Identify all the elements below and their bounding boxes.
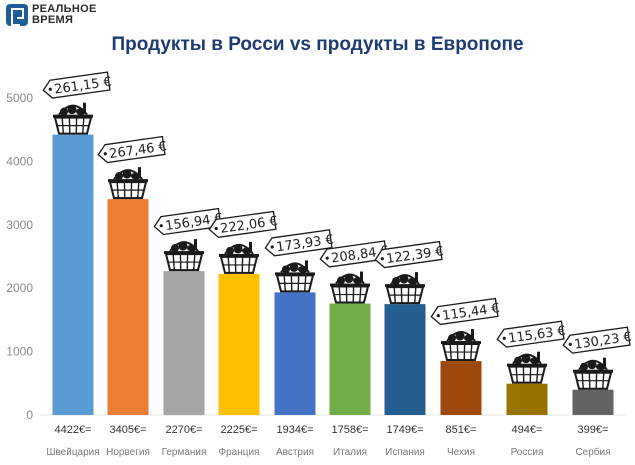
bar-value-label: 1934€= xyxy=(276,424,313,436)
bar xyxy=(440,361,482,415)
bar-value-label: 851€= xyxy=(446,424,477,436)
price-tag: 122,39 € xyxy=(374,240,445,269)
y-tick-label: 4000 xyxy=(6,154,33,168)
basket-icon xyxy=(330,271,370,304)
logo-text: РЕАЛЬНОЕ ВРЕМЯ xyxy=(32,4,97,26)
price-tag-icon xyxy=(496,320,565,348)
bar xyxy=(107,199,149,415)
basket-icon xyxy=(573,357,613,390)
bar xyxy=(572,389,614,415)
logo: РЕАЛЬНОЕ ВРЕМЯ xyxy=(6,4,97,26)
bar-value-label: 2225€= xyxy=(220,424,257,436)
price-tag-icon xyxy=(319,240,388,268)
bar-value-label: 2270€= xyxy=(165,424,202,436)
price-tag-icon xyxy=(153,207,222,236)
basket-icon xyxy=(507,351,547,384)
price-tag: 222,06 € xyxy=(208,210,279,239)
bar-value-label: 1758€= xyxy=(331,424,368,436)
basket-icon xyxy=(53,102,93,135)
basket-icon xyxy=(441,329,481,362)
bar xyxy=(506,383,548,415)
bar xyxy=(218,273,260,415)
price-tag-icon xyxy=(430,297,499,326)
x-tick-label: Россия xyxy=(511,447,544,458)
x-tick-label: Норвегия xyxy=(106,447,150,458)
bar xyxy=(329,303,371,415)
basket-icon xyxy=(275,260,315,293)
price-tag: 115,63 € xyxy=(496,320,567,348)
price-tag: 173,93 € xyxy=(264,229,335,257)
price-tag-icon xyxy=(374,240,443,269)
basket-icon xyxy=(164,239,204,272)
bar-value-label: 494€= xyxy=(512,424,543,436)
logo-icon xyxy=(6,4,28,26)
price-tag: 267,46 € xyxy=(97,135,168,164)
price-tag: 130,23 € xyxy=(562,326,633,354)
logo-line-2: ВРЕМЯ xyxy=(32,14,74,26)
price-tag: 261,15 € xyxy=(42,71,113,99)
y-tick-label: 0 xyxy=(26,408,33,422)
y-tick-label: 2000 xyxy=(6,281,33,295)
x-tick-label: Швейцария xyxy=(46,447,99,458)
bar xyxy=(163,271,205,415)
x-tick-label: Чехия xyxy=(447,447,475,458)
price-tag-icon xyxy=(42,71,111,99)
basket-icon xyxy=(385,272,425,305)
bar xyxy=(52,134,94,415)
x-tick-label: Австрия xyxy=(276,447,314,458)
bar xyxy=(384,304,426,415)
bar-value-label: 3405€= xyxy=(109,424,146,436)
x-tick-label: Германия xyxy=(162,447,207,458)
basket-icon xyxy=(219,241,259,274)
bar-value-label: 1749€= xyxy=(386,424,423,436)
basket-icon xyxy=(108,167,148,200)
x-tick-label: Франция xyxy=(219,447,260,458)
x-tick-label: Италия xyxy=(333,447,367,458)
y-tick-label: 5000 xyxy=(6,91,33,105)
price-tag: 156,94 € xyxy=(153,207,224,236)
price-tag-icon xyxy=(264,229,333,257)
y-tick-label: 3000 xyxy=(6,218,33,232)
x-tick-label: Сербия xyxy=(575,446,610,458)
price-tag: 208,84 € xyxy=(319,240,390,268)
bar-value-label: 4422€= xyxy=(54,424,91,436)
x-tick-label: Испания xyxy=(385,447,425,458)
chart-title: Продукты в Росси vs продукты в Европопе xyxy=(111,34,524,55)
bar xyxy=(274,292,316,415)
price-tag-icon xyxy=(562,326,631,354)
logo-line-1: РЕАЛЬНОЕ xyxy=(32,3,97,15)
y-tick-label: 1000 xyxy=(6,345,33,359)
price-tag-icon xyxy=(97,135,166,164)
bar-value-label: 399€= xyxy=(578,424,609,436)
price-tag-icon xyxy=(208,210,277,239)
price-tag: 115,44 € xyxy=(430,297,501,326)
